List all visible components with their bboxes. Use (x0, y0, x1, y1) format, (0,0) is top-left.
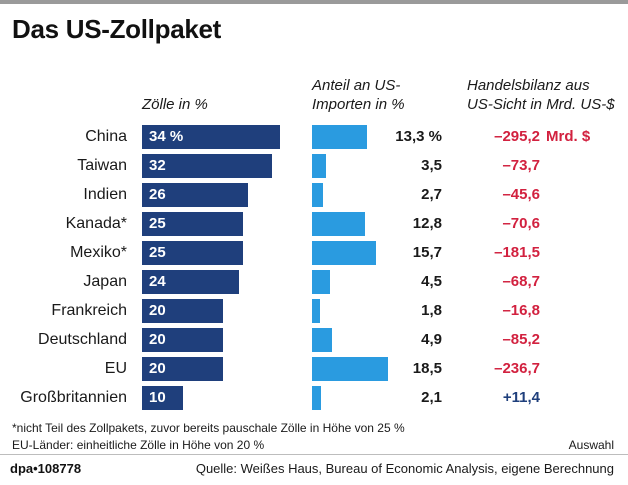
source-line: Quelle: Weißes Haus, Bureau of Economic … (195, 461, 614, 476)
tariff-value-label: 32 (149, 157, 166, 174)
import-share-bar (312, 357, 388, 381)
chart-title: Das US-Zollpaket (12, 14, 222, 44)
trade-balance-label: –45,6 (502, 186, 540, 203)
trade-balance-label: –295,2 (494, 128, 540, 145)
tariff-value-label: 25 (149, 215, 166, 232)
top-rule (0, 0, 628, 4)
import-share-label: 3,5 (421, 157, 442, 174)
trade-balance-label: –181,5 (494, 244, 540, 261)
trade-balance-label: +11,4 (502, 389, 540, 406)
trade-balance-label: –85,2 (502, 331, 540, 348)
dpa-credit: dpa•108778 (10, 461, 82, 476)
import-share-bar (312, 154, 326, 178)
header-trade-balance: Handelsbilanz aus US-Sicht in Mrd. US-$ (467, 77, 615, 113)
tariff-value-label: 20 (149, 331, 166, 348)
import-share-label: 12,8 (412, 215, 442, 232)
import-share-bar (312, 299, 320, 323)
trade-balance-label: –236,7 (494, 360, 540, 377)
country-label: Frankreich (51, 302, 127, 319)
tariff-bar (142, 299, 223, 323)
tariff-value-label: 25 (149, 244, 166, 261)
trade-balance-label: –70,6 (502, 215, 540, 232)
country-label: EU (104, 360, 127, 377)
country-label: Mexiko* (70, 244, 127, 261)
import-share-bar (312, 328, 332, 352)
trade-balance-unit: Mrd. $ (546, 128, 591, 145)
tariff-value-label: 20 (149, 360, 166, 377)
tariff-bar (142, 154, 272, 178)
import-share-label: 18,5 (412, 360, 442, 377)
header-tariffs: Zölle in % (142, 96, 208, 113)
import-share-label: 1,8 (421, 302, 442, 319)
import-share-bar (312, 183, 323, 207)
tariff-bar (142, 357, 223, 381)
tariff-bar (142, 241, 243, 265)
tariff-bar (142, 125, 280, 149)
import-share-bar (312, 270, 330, 294)
country-label: Deutschland (38, 331, 127, 348)
import-share-label: 2,7 (421, 186, 442, 203)
tariff-value-label: 26 (149, 186, 166, 203)
trade-balance-label: –68,7 (502, 273, 540, 290)
header-import-share: Anteil an US- Importen in % (312, 77, 405, 113)
import-share-bar (312, 212, 365, 236)
tariff-bar (142, 212, 243, 236)
import-share-label: 4,9 (421, 331, 442, 348)
footnote-asterisk: *nicht Teil des Zollpakets, zuvor bereit… (12, 421, 405, 435)
import-share-bar (312, 386, 321, 410)
country-label: Indien (83, 186, 127, 203)
trade-balance-label: –16,8 (502, 302, 540, 319)
country-label: Kanada* (65, 215, 127, 232)
tariff-bar (142, 270, 239, 294)
selection-note: Auswahl (568, 438, 614, 452)
tariff-value-label: 24 (149, 273, 166, 290)
import-share-label: 13,3 % (395, 128, 442, 145)
footer-divider (0, 454, 628, 455)
import-share-label: 15,7 (412, 244, 442, 261)
tariff-bar (142, 328, 223, 352)
country-label: Großbritannien (20, 389, 127, 406)
import-share-bar (312, 241, 376, 265)
country-label: Japan (83, 273, 127, 290)
country-label: China (85, 128, 127, 145)
footnote-eu: EU-Länder: einheitliche Zölle in Höhe vo… (12, 438, 265, 452)
tariff-value-label: 34 % (149, 128, 184, 145)
tariff-value-label: 10 (149, 389, 166, 406)
country-label: Taiwan (77, 157, 127, 174)
tariff-value-label: 20 (149, 302, 166, 319)
tariff-bar (142, 183, 248, 207)
import-share-label: 2,1 (421, 389, 442, 406)
import-share-bar (312, 125, 367, 149)
import-share-label: 4,5 (421, 273, 442, 290)
trade-balance-label: –73,7 (502, 157, 540, 174)
tariff-bar (142, 386, 183, 410)
